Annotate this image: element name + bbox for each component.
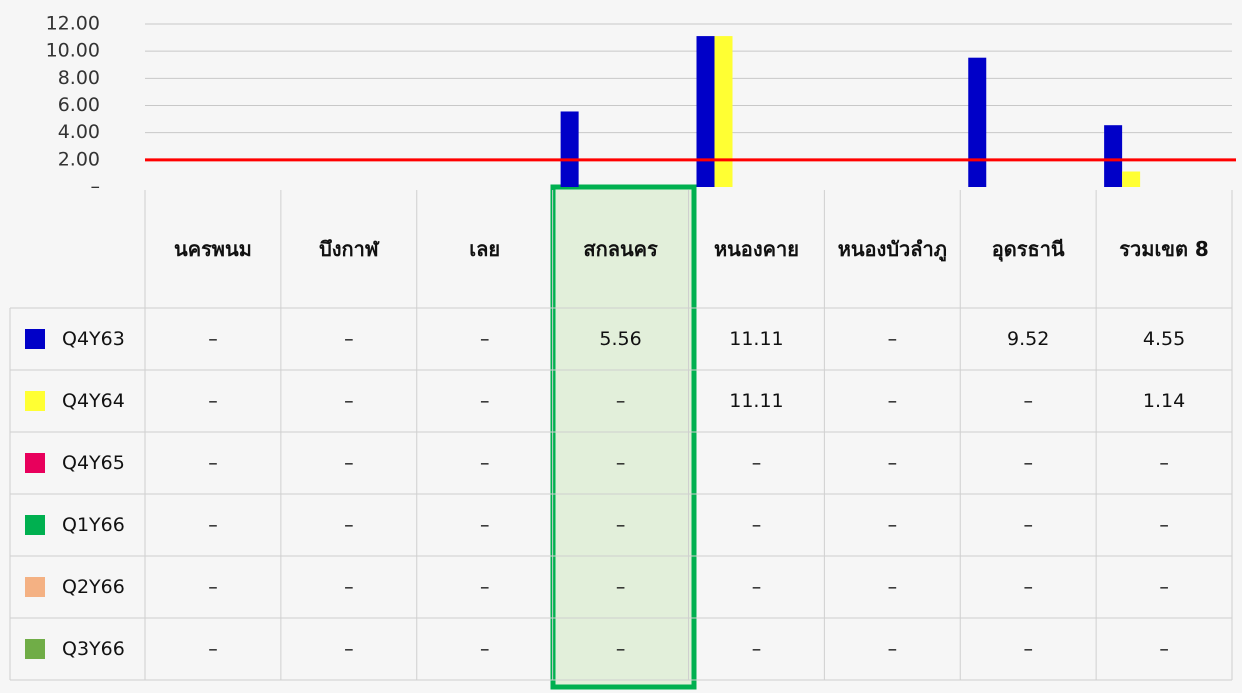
table-value: –: [887, 514, 898, 536]
bar: [1104, 125, 1123, 187]
table-value: –: [1159, 514, 1169, 536]
table-value: –: [1023, 390, 1033, 412]
legend-swatch: [25, 329, 45, 349]
table-value: –: [615, 638, 626, 660]
y-tick-label: 12.00: [46, 13, 100, 35]
table-value: –: [1023, 514, 1033, 536]
legend-label: Q1Y66: [62, 514, 125, 536]
table-value: –: [479, 452, 490, 474]
bar: [696, 36, 715, 187]
y-tick-label: 10.00: [46, 40, 100, 62]
column-header: บึงกาฬ: [319, 237, 379, 261]
table-value: –: [887, 576, 898, 598]
table-value: 11.11: [729, 328, 784, 350]
table-value: –: [1023, 576, 1033, 598]
table-value: –: [751, 452, 762, 474]
y-tick-label: 4.00: [58, 121, 100, 143]
table-value: –: [887, 452, 898, 474]
legend-swatch: [25, 453, 45, 473]
table-value: –: [344, 514, 354, 536]
table-value: –: [615, 390, 626, 412]
table-value: –: [344, 452, 354, 474]
bar: [714, 36, 733, 187]
table-value: –: [208, 390, 218, 412]
column-header: สกลนคร: [583, 237, 658, 261]
y-tick-label: –: [91, 176, 101, 198]
table-value: –: [887, 328, 898, 350]
legend-swatch: [25, 577, 45, 597]
legend-swatch: [25, 639, 45, 659]
table-value: –: [344, 390, 354, 412]
legend-swatch: [25, 391, 45, 411]
table-value: –: [344, 576, 354, 598]
legend-swatch: [25, 515, 45, 535]
table-value: 1.14: [1142, 390, 1186, 412]
column-header: หนองคาย: [713, 237, 799, 261]
column-header: รวมเขต 8: [1119, 237, 1209, 261]
table-value: –: [615, 514, 626, 536]
table-value: –: [751, 576, 762, 598]
table-value: –: [479, 576, 490, 598]
table-value: –: [751, 638, 762, 660]
legend-label: Q4Y63: [62, 328, 125, 350]
legend-label: Q4Y65: [62, 452, 125, 474]
table-value: –: [1159, 576, 1169, 598]
table-value: –: [208, 514, 218, 536]
y-tick-label: 6.00: [58, 94, 100, 116]
table-value: –: [1023, 638, 1033, 660]
table-value: –: [208, 328, 218, 350]
table-value: –: [479, 328, 490, 350]
table-value: –: [208, 452, 218, 474]
table-value: –: [479, 514, 490, 536]
table-value: –: [1159, 452, 1169, 474]
table-value: –: [887, 390, 898, 412]
table-value: –: [615, 452, 626, 474]
column-header: หนองบัวลำภู: [837, 237, 947, 261]
column-header: อุดรธานี: [991, 237, 1065, 261]
legend-label: Q4Y64: [62, 390, 125, 412]
legend-label: Q3Y66: [62, 638, 125, 660]
table-value: 11.11: [729, 390, 784, 412]
table-value: –: [208, 576, 218, 598]
bar: [560, 111, 579, 187]
bar: [1122, 171, 1141, 187]
legend-label: Q2Y66: [62, 576, 125, 598]
table-value: –: [479, 390, 490, 412]
table-value: 5.56: [599, 328, 642, 350]
table-value: –: [1023, 452, 1033, 474]
table-value: –: [887, 638, 898, 660]
highlight-column: [550, 184, 697, 690]
table-value: –: [615, 576, 626, 598]
bar: [968, 57, 987, 187]
table-value: –: [1159, 638, 1169, 660]
column-header: เลย: [469, 237, 501, 261]
table-value: –: [751, 514, 762, 536]
table-value: –: [479, 638, 490, 660]
table-value: –: [344, 638, 354, 660]
column-header: นครพนม: [174, 237, 252, 261]
table-value: –: [208, 638, 218, 660]
table-value: –: [344, 328, 354, 350]
y-tick-label: 2.00: [58, 148, 100, 170]
y-tick-label: 8.00: [58, 67, 100, 89]
table-value: 4.55: [1142, 328, 1186, 350]
table-value: 9.52: [1007, 328, 1050, 350]
